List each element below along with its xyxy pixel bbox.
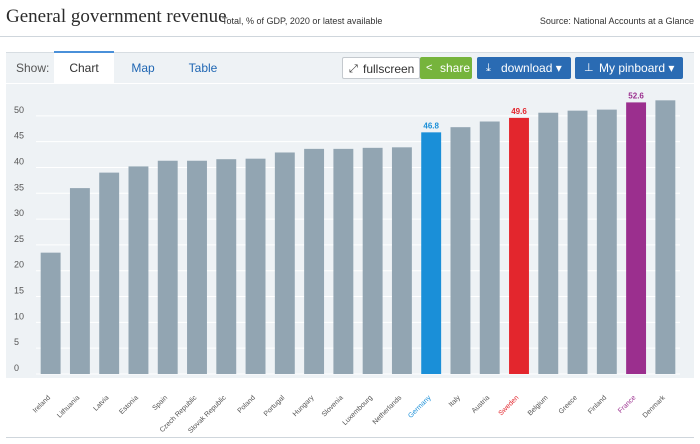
bar-lithuania[interactable] bbox=[69, 188, 90, 374]
pinboard-button[interactable]: ⊥ My pinboard ▾ bbox=[575, 57, 683, 79]
y-tick-label: 0 bbox=[14, 363, 19, 373]
bar-poland[interactable] bbox=[245, 158, 266, 374]
x-tick-label: Spain bbox=[152, 394, 170, 412]
download-label: download ▾ bbox=[501, 61, 562, 75]
bar-denmark[interactable] bbox=[655, 100, 676, 374]
data-label: 49.6 bbox=[511, 107, 527, 116]
y-tick-label: 35 bbox=[14, 182, 24, 192]
fullscreen-icon: ⤢ bbox=[349, 63, 358, 75]
x-tick-label: Belgium bbox=[527, 394, 550, 417]
x-tick-label: Ireland bbox=[32, 394, 52, 414]
x-tick-label: Sweden bbox=[498, 394, 521, 417]
tab-table[interactable]: Table bbox=[188, 61, 218, 75]
y-tick-label: 30 bbox=[14, 208, 24, 218]
x-tick-label: Greece bbox=[558, 394, 579, 415]
bottom-divider bbox=[6, 437, 694, 438]
chart-subtitle: Total, % of GDP, 2020 or latest availabl… bbox=[222, 16, 383, 26]
bar-greece[interactable] bbox=[567, 110, 588, 375]
y-axis: 0 5 10 15 20 25 30 35 40 45 50 bbox=[14, 105, 24, 373]
bar-hungary[interactable] bbox=[304, 148, 325, 374]
bar-czech-republic[interactable] bbox=[187, 160, 207, 374]
show-label: Show: bbox=[16, 61, 50, 75]
x-tick-label: Poland bbox=[237, 394, 257, 414]
x-tick-label: Slovenia bbox=[321, 394, 345, 418]
download-button[interactable]: ⤓ download ▾ bbox=[477, 57, 571, 79]
bar-latvia[interactable] bbox=[99, 172, 120, 374]
x-tick-label: Hungary bbox=[292, 394, 316, 418]
y-tick-label: 40 bbox=[14, 156, 24, 166]
share-icon: < bbox=[426, 62, 433, 74]
x-tick-label: Finland bbox=[587, 394, 608, 415]
data-label: 52.6 bbox=[628, 91, 644, 100]
x-tick-label: Luxembourg bbox=[342, 394, 375, 427]
page-title: General government revenue bbox=[6, 6, 227, 27]
share-button[interactable]: < share bbox=[420, 57, 472, 79]
bar-austria[interactable] bbox=[479, 121, 500, 374]
bar-sweden[interactable] bbox=[509, 117, 529, 374]
x-tick-label: Portugal bbox=[263, 394, 287, 418]
toolbar: Show: Chart Map Table ⤢ fullscreen < sha… bbox=[6, 51, 694, 85]
bar-slovak-republic[interactable] bbox=[216, 159, 237, 374]
download-icon: ⤓ bbox=[486, 62, 491, 74]
x-tick-label: Netherlands bbox=[372, 394, 404, 426]
pin-icon: ⊥ bbox=[584, 62, 594, 74]
bar-ireland[interactable] bbox=[40, 252, 61, 374]
bar-germany[interactable] bbox=[421, 132, 442, 374]
bars bbox=[40, 100, 676, 375]
x-tick-label: Italy bbox=[448, 394, 462, 408]
header-divider bbox=[0, 36, 700, 37]
x-tick-label: Estonia bbox=[118, 394, 140, 416]
fullscreen-button[interactable]: ⤢ fullscreen bbox=[342, 57, 420, 79]
x-tick-label: Lithuania bbox=[56, 394, 81, 419]
x-tick-label: Austria bbox=[471, 394, 491, 414]
fullscreen-label: fullscreen bbox=[363, 62, 415, 76]
data-labels: 46.8 49.6 52.6 bbox=[423, 91, 644, 130]
bar-netherlands[interactable] bbox=[391, 147, 412, 374]
y-tick-label: 45 bbox=[14, 131, 24, 141]
y-tick-label: 10 bbox=[14, 311, 24, 321]
bar-estonia[interactable] bbox=[128, 166, 149, 374]
x-axis: Ireland Lithuania Latvia Estonia SpainCzech … bbox=[32, 394, 667, 435]
source-note: Source: National Accounts at a Glance bbox=[539, 16, 694, 26]
share-label: share bbox=[440, 61, 471, 75]
y-tick-label: 50 bbox=[14, 105, 24, 115]
bar-italy[interactable] bbox=[450, 127, 471, 374]
y-tick-label: 25 bbox=[14, 234, 24, 244]
x-tick-label: Germany bbox=[407, 394, 433, 420]
tab-map[interactable]: Map bbox=[131, 61, 155, 75]
y-tick-label: 15 bbox=[14, 286, 24, 296]
tab-chart[interactable]: Chart bbox=[54, 51, 114, 85]
x-tick-label: Latvia bbox=[92, 394, 110, 412]
bar-luxembourg[interactable] bbox=[362, 147, 383, 374]
y-tick-label: 20 bbox=[14, 260, 24, 270]
x-tick-label: Denmark bbox=[642, 394, 667, 419]
bar-belgium[interactable] bbox=[538, 112, 559, 374]
bar-spain[interactable] bbox=[157, 160, 178, 374]
bar-finland[interactable] bbox=[596, 109, 617, 374]
bar-france[interactable] bbox=[626, 102, 647, 374]
x-tick-label: France bbox=[617, 394, 637, 414]
bar-slovenia[interactable] bbox=[333, 148, 354, 374]
chart-header: General government revenue Total, % of G… bbox=[0, 0, 700, 36]
pinboard-label: My pinboard ▾ bbox=[599, 61, 675, 75]
y-tick-label: 5 bbox=[14, 337, 19, 347]
data-label: 46.8 bbox=[423, 121, 439, 130]
bar-portugal[interactable] bbox=[274, 152, 295, 374]
